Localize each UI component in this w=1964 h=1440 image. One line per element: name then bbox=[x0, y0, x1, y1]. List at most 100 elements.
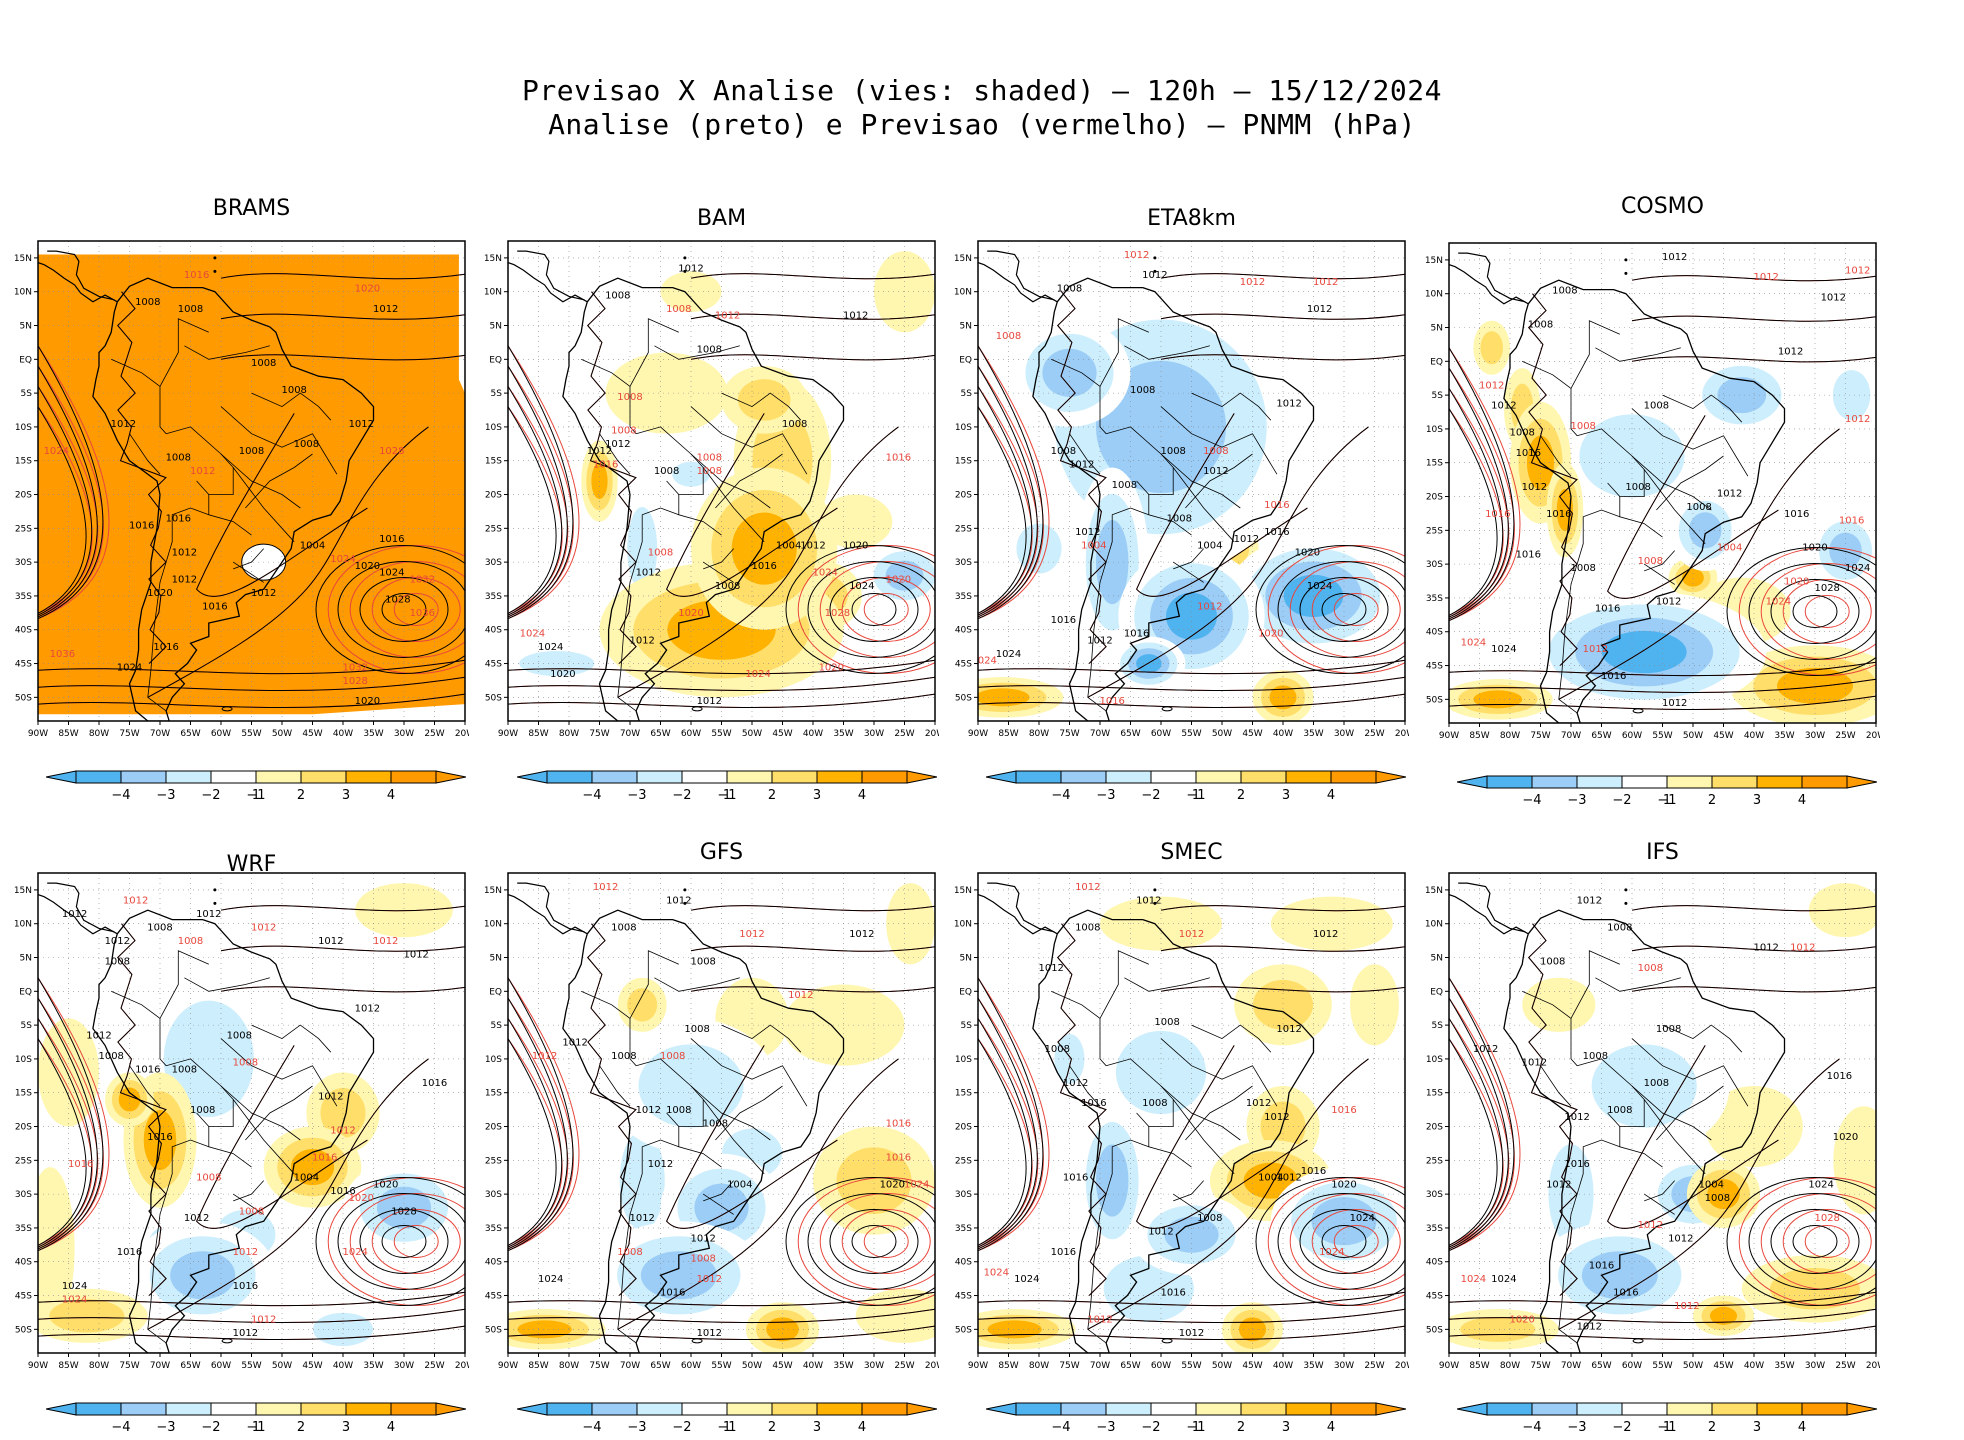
lon-label: 30W bbox=[1805, 1361, 1825, 1371]
isobar-line bbox=[147, 1058, 429, 1330]
colorbar-label: −3 bbox=[156, 1420, 176, 1435]
lat-label: 50S bbox=[955, 693, 972, 703]
isobar-label: 1024 bbox=[984, 1267, 1009, 1278]
colorbar-swatch bbox=[120, 1402, 167, 1416]
isobar-label: 1012 bbox=[1313, 929, 1338, 940]
isobar-line bbox=[38, 1038, 87, 1246]
lon-label: 90W bbox=[968, 1361, 988, 1371]
island bbox=[1624, 901, 1628, 905]
country-border bbox=[1631, 1038, 1749, 1107]
lat-label: EQ bbox=[1430, 357, 1443, 367]
isobar-label: 1008 bbox=[782, 419, 807, 430]
island bbox=[586, 238, 589, 239]
isobar-label: 1012 bbox=[1668, 1233, 1693, 1244]
lat-label: 5N bbox=[960, 954, 972, 964]
lon-label: 85W bbox=[998, 729, 1018, 739]
colorbar-swatch bbox=[1756, 1402, 1803, 1416]
isobar-line bbox=[1738, 1176, 1876, 1306]
lon-label: 50W bbox=[1212, 1361, 1232, 1371]
isobar-label: 1012 bbox=[1821, 292, 1846, 303]
lat-label: 30S bbox=[1426, 560, 1443, 570]
isobar-label: 1012 bbox=[1142, 270, 1167, 281]
isobar-label: 1012 bbox=[678, 263, 703, 274]
map-panel-brams: 1016102010121008100810081008101210081008… bbox=[14, 238, 469, 739]
isobar-line bbox=[508, 345, 574, 620]
lon-label: 25W bbox=[1364, 1361, 1384, 1371]
colorbar-swatch bbox=[1015, 1402, 1062, 1416]
isobar-line bbox=[1160, 273, 1405, 280]
lon-label: 35W bbox=[363, 1361, 383, 1371]
isobar-line bbox=[978, 977, 1044, 1252]
lon-label: 80W bbox=[559, 1361, 579, 1371]
bias-shading bbox=[1042, 348, 1097, 397]
colorbar-swatch bbox=[1801, 1402, 1848, 1416]
map-body: 1012 1012 1012 1012 1012 1008 1008 1008 1012 1008… bbox=[978, 241, 1405, 721]
lon-label: 40W bbox=[1273, 1361, 1293, 1371]
lon-label: 20W bbox=[1866, 731, 1880, 741]
country-border bbox=[1069, 1065, 1101, 1107]
colorbar-swatch bbox=[1105, 770, 1152, 784]
lat-label: 5S bbox=[21, 1021, 33, 1031]
isobar-label: 1008 bbox=[611, 426, 636, 437]
bias-shading bbox=[1546, 286, 1718, 369]
isobar-label: 1012 bbox=[1638, 1220, 1663, 1231]
lon-label: 65W bbox=[650, 1361, 670, 1371]
isobar-label: 1012 bbox=[843, 311, 868, 322]
isobar-line bbox=[1760, 1192, 1876, 1290]
isobar-label: 1008 bbox=[697, 466, 722, 477]
colorbar-swatch bbox=[861, 1402, 908, 1416]
isobar-label: 1012 bbox=[629, 1213, 654, 1224]
lon-label: 55W bbox=[711, 729, 731, 739]
colorbar-swatch bbox=[636, 1402, 683, 1416]
colorbar-swatch bbox=[1060, 1402, 1107, 1416]
lon-label: 40W bbox=[1744, 731, 1764, 741]
isobar-line bbox=[220, 986, 465, 993]
colorbar-label: 1 bbox=[1662, 1420, 1672, 1435]
colorbar-gfs: −4 −3 −2 −1 1 2 3 4 bbox=[517, 1400, 937, 1440]
lon-label: 25W bbox=[894, 1361, 914, 1371]
isobar-line bbox=[1449, 1018, 1504, 1248]
island bbox=[691, 1338, 703, 1344]
isobar-line bbox=[508, 345, 580, 620]
colorbar-swatch bbox=[1150, 1402, 1197, 1416]
isobar-label: 1020 bbox=[147, 588, 172, 599]
island bbox=[183, 238, 186, 239]
country-border bbox=[1595, 347, 1681, 362]
isobar-label: 1012 bbox=[233, 1328, 258, 1339]
lon-label: 60W bbox=[1622, 731, 1642, 741]
country-border bbox=[1558, 1139, 1620, 1344]
isobar-label: 1008 bbox=[1197, 1213, 1222, 1224]
lat-label: EQ bbox=[489, 987, 502, 997]
isobar-label: 1016 bbox=[68, 1159, 93, 1170]
colorbar-arrow-left bbox=[46, 1402, 77, 1416]
colorbar-swatch bbox=[816, 770, 863, 784]
colorbar-label: 4 bbox=[1797, 1420, 1807, 1435]
lat-label: 15N bbox=[954, 254, 972, 264]
isobar-label: 1012 bbox=[1845, 265, 1870, 276]
colorbar-arrow-right bbox=[906, 770, 937, 784]
isobars bbox=[1449, 905, 1876, 1340]
south-america-coast bbox=[1032, 909, 1315, 1353]
isobar-label: 1008 bbox=[281, 385, 306, 396]
isobar-line bbox=[1528, 923, 1578, 1296]
isobar-line bbox=[38, 977, 110, 1252]
lat-label: 10S bbox=[485, 423, 502, 433]
country-border bbox=[245, 1085, 313, 1141]
isobar-line bbox=[1792, 1224, 1838, 1258]
isobar-label: 1012 bbox=[251, 588, 276, 599]
island bbox=[116, 238, 119, 239]
isobar-line bbox=[508, 676, 935, 692]
isobar-line bbox=[1289, 1192, 1405, 1290]
isobar-label: 1012 bbox=[1662, 252, 1687, 263]
isobar-label: 1024 bbox=[379, 568, 404, 579]
lon-label: 75W bbox=[589, 729, 609, 739]
isobar-label: 1012 bbox=[1075, 882, 1100, 893]
lon-label: 30W bbox=[864, 729, 884, 739]
country-border bbox=[165, 1058, 252, 1168]
colorbar-swatch bbox=[1330, 1402, 1377, 1416]
isobar-line bbox=[1782, 578, 1872, 644]
lat-label: 40S bbox=[15, 1258, 32, 1268]
isobar-label: 1012 bbox=[86, 1031, 111, 1042]
country-border bbox=[654, 977, 740, 992]
isobar-line bbox=[38, 386, 99, 616]
